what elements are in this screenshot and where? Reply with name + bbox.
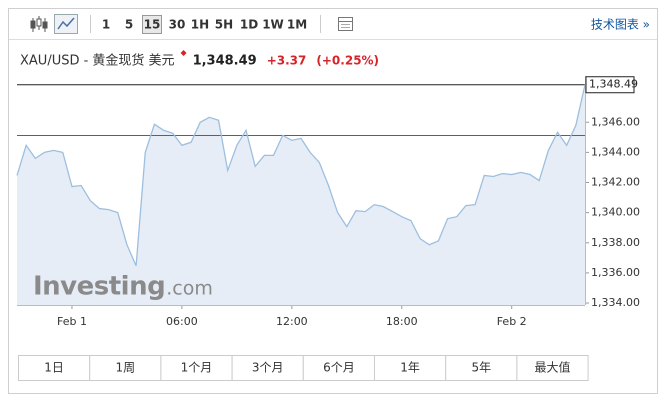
interval-button[interactable]: 30 — [169, 18, 186, 32]
y-tick-label: 1,338.00 — [591, 236, 640, 249]
x-tick-label: Feb 1 — [57, 315, 87, 328]
range-label[interactable]: 5年 — [471, 361, 491, 375]
x-tick-label: Feb 2 — [497, 315, 527, 328]
interval-button[interactable]: 15 — [144, 18, 161, 32]
watermark-suffix: .com — [166, 278, 213, 300]
range-label[interactable]: 最大值 — [534, 360, 570, 375]
range-label[interactable]: 1个月 — [181, 361, 213, 375]
x-tick-label: 18:00 — [386, 315, 418, 328]
interval-button[interactable]: 1M — [287, 18, 307, 32]
last-price-box — [585, 76, 635, 94]
change-percent: (+0.25%) — [316, 54, 379, 68]
y-tick-label: 1,334.00 — [591, 296, 640, 309]
y-tick-label: 1,342.00 — [591, 176, 640, 189]
interval-button[interactable]: 1 — [102, 18, 110, 32]
line-icon[interactable] — [54, 14, 78, 34]
range-label[interactable]: 1周 — [115, 361, 135, 375]
y-tick-label: 1,336.00 — [591, 266, 640, 279]
interval-selected — [142, 15, 162, 34]
price-line — [16, 84, 586, 267]
symbol: XAU/USD - 黄金现货 美元 — [20, 53, 175, 69]
x-tick-label: 06:00 — [166, 315, 198, 328]
candle-icon[interactable] — [30, 16, 48, 32]
interval-button[interactable]: 5 — [125, 18, 133, 32]
change: +3.37 — [267, 54, 307, 68]
range-button[interactable] — [231, 355, 304, 381]
interval-button[interactable]: 1W — [262, 18, 284, 32]
range-label[interactable]: 3个月 — [252, 361, 284, 375]
y-tick-label: 1,340.00 — [591, 206, 640, 219]
interval-button[interactable]: 1D — [240, 18, 258, 32]
range-label[interactable]: 1日 — [44, 361, 64, 375]
range-button[interactable] — [516, 355, 589, 381]
marker — [180, 50, 187, 56]
table-icon[interactable] — [338, 17, 353, 31]
interval-button[interactable]: 1H — [191, 18, 209, 32]
watermark: Investing — [33, 272, 165, 302]
range-label[interactable]: 6个月 — [323, 361, 355, 375]
tech-chart-link[interactable]: 技术图表 » — [591, 18, 650, 32]
range-button[interactable] — [445, 355, 518, 381]
y-tick-label: 1,344.00 — [591, 145, 640, 158]
last-price-label: 1,348.49 — [589, 78, 638, 91]
range-label[interactable]: 1年 — [400, 361, 420, 375]
interval-button[interactable]: 5H — [215, 18, 233, 32]
range-button[interactable] — [89, 355, 162, 381]
y-tick-label: 1,346.00 — [591, 115, 640, 128]
x-tick-label: 12:00 — [276, 315, 308, 328]
range-button[interactable] — [302, 355, 375, 381]
price: 1,348.49 — [193, 54, 257, 69]
range-button[interactable] — [18, 355, 91, 381]
area-fill — [17, 84, 585, 305]
range-button[interactable] — [374, 355, 447, 381]
